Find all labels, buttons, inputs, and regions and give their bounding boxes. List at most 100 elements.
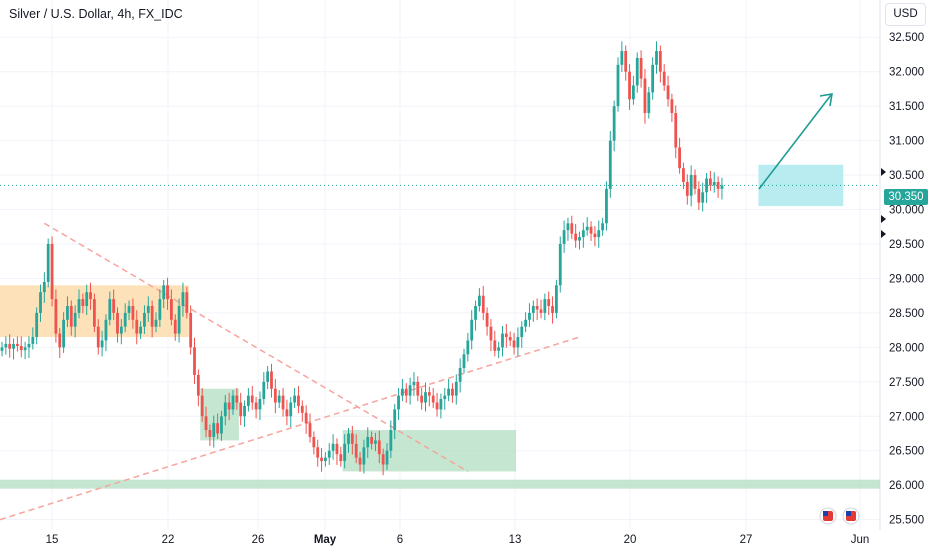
candle [701,192,705,203]
candle [347,433,350,444]
price-axis: 32.500 32.000 31.500 31.000 30.500 30.000 29.5… [889,32,924,526]
x-tick-label: 6 [397,534,403,546]
candle [335,443,339,455]
candle [632,85,635,100]
candle [689,175,693,196]
candle [705,178,708,193]
candle [196,374,200,396]
candle [393,409,397,431]
candle [416,381,420,396]
candle [462,354,466,369]
candle [100,340,104,348]
candle [42,281,46,293]
current-price-tag: 30.350 [884,189,928,205]
candle [89,292,92,300]
candle [643,78,647,114]
candle [285,409,289,417]
candle [401,388,404,396]
candle [131,306,135,320]
candle [716,181,720,189]
candles [0,41,724,476]
candle [154,319,158,327]
candle [12,343,15,349]
candle [458,368,462,382]
descending-trendline [43,222,469,473]
candle [343,443,347,462]
x-tick-label: 26 [252,534,265,546]
candle [289,402,293,417]
x-tick-label: May [314,534,337,546]
candle [308,423,312,437]
candle [601,223,604,231]
candle [478,295,481,307]
trend-lines [0,184,880,521]
candle [501,333,504,348]
candle [647,92,651,114]
candle [682,168,685,182]
currency-button[interactable]: USD [885,3,926,26]
candle [597,230,601,238]
y-tick-label: 29.000 [889,273,924,285]
price-marker-icon [881,230,886,238]
y-tick-label: 26.000 [889,480,924,492]
candle [431,395,435,403]
candle [551,306,554,313]
candle [658,51,662,72]
candle [693,175,697,189]
candle [135,319,139,334]
y-tick-label: 27.500 [889,377,924,389]
ascending-trendline [0,336,580,521]
candle [454,381,458,396]
x-tick-label: 20 [624,534,637,546]
candle [166,285,169,300]
candle [324,457,327,462]
candle [709,178,712,186]
candle [635,57,639,86]
candle [374,440,377,444]
candle [16,343,19,346]
candle [339,454,343,462]
support-zone-2 [342,430,517,472]
us-flag-canton-icon [823,511,828,516]
candle [451,388,454,396]
candle [116,312,119,334]
candle [593,233,597,238]
candle [181,292,185,307]
candle [470,319,474,341]
candle [277,395,281,403]
candle [150,306,154,327]
y-tick-label: 30.000 [889,205,924,217]
candle [58,333,62,348]
y-tick-label: 30.500 [889,170,924,182]
candle [489,326,493,341]
candle [189,312,193,348]
candle [0,347,4,351]
arrow-head-icon [819,93,833,107]
candle [312,436,316,448]
candle [370,436,373,444]
candle [200,395,204,417]
candle [651,64,655,93]
candle [231,395,235,410]
candle [366,436,370,448]
candle [250,395,254,403]
candle [177,306,181,334]
candle [331,443,335,451]
candle [158,299,162,320]
candle [678,147,681,169]
candle [254,402,258,410]
candle [497,347,501,351]
candle [435,402,439,410]
candle [528,312,531,320]
y-tick-label: 32.000 [889,67,924,79]
candle [381,454,385,465]
candle [108,299,112,320]
candle [185,292,189,313]
candle [662,71,666,86]
projection-arrow [758,94,832,190]
candle [227,402,231,410]
candle [377,440,381,455]
support-line [0,479,880,489]
candle [674,113,678,148]
